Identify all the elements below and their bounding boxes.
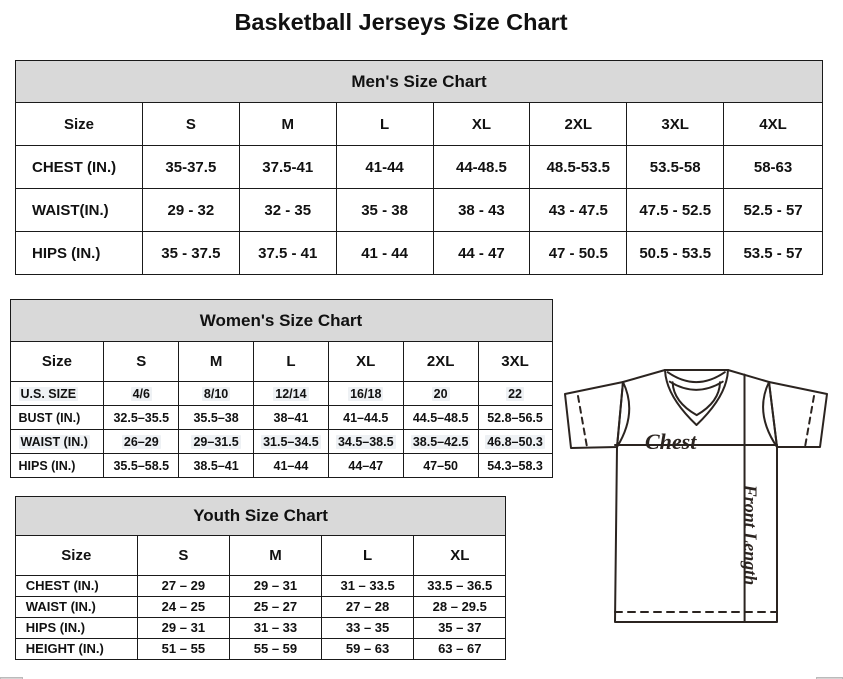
svg-text:Chest: Chest — [645, 429, 697, 454]
svg-text:Front Length: Front Length — [741, 484, 761, 586]
